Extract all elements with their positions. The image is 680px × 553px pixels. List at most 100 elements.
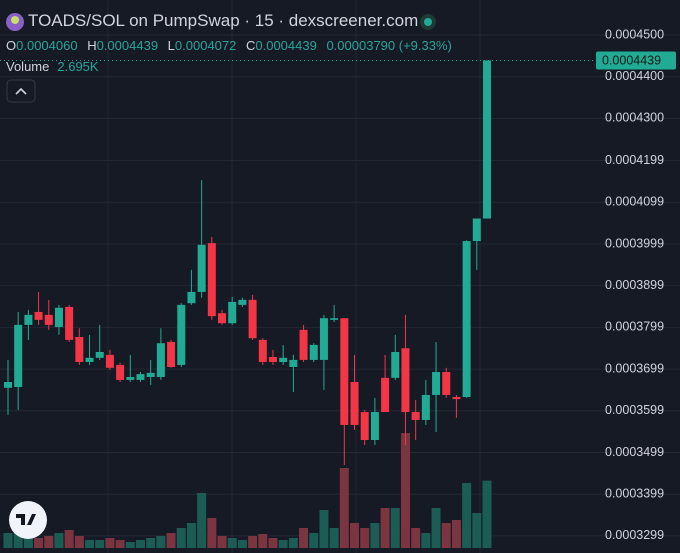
candle-body <box>126 377 135 380</box>
y-tick-label: 0.0004099 <box>605 195 664 209</box>
volume-bar <box>390 508 400 548</box>
volume-bar <box>288 538 298 548</box>
candle-body <box>340 318 349 425</box>
price-axis: 0.0004500 0.0004400 0.0004300 0.0004199 0.00… <box>0 27 676 542</box>
legend-value: 0.0004439 <box>96 38 159 53</box>
logo <box>9 501 47 539</box>
volume-bar <box>146 538 156 548</box>
candle-body <box>360 412 369 440</box>
candle-body <box>44 314 53 325</box>
candle-body <box>279 357 288 362</box>
candle-body <box>299 329 308 360</box>
candle-body <box>238 299 247 305</box>
volume-bar <box>23 536 33 548</box>
volume-bar <box>64 530 74 548</box>
legend-change: 0.00003790 (+9.33%) <box>326 38 452 53</box>
volume-bar <box>54 533 64 548</box>
candle-body <box>268 356 277 362</box>
collapse-icon <box>15 87 27 95</box>
collapse-button[interactable] <box>6 79 36 103</box>
volume-bar <box>400 433 410 548</box>
candle-body <box>187 291 196 304</box>
candle-body <box>228 301 237 324</box>
volume-bar <box>248 536 258 548</box>
volume-bar <box>115 540 125 548</box>
candle-body <box>381 377 390 413</box>
candle-body <box>391 351 400 378</box>
grid <box>0 34 680 537</box>
y-tick-label: 0.0003699 <box>605 361 664 375</box>
candle-body <box>411 412 420 420</box>
token-icon-face <box>11 16 19 24</box>
y-tick-label: 0.0003799 <box>605 320 664 334</box>
volume-bar <box>472 513 482 548</box>
volume-bar <box>329 528 339 548</box>
volume-bar <box>85 540 95 548</box>
candle-body <box>483 60 491 219</box>
candle-body <box>207 243 216 317</box>
volume-bar <box>156 536 166 548</box>
candle-body <box>177 304 186 365</box>
volume-bar <box>309 533 319 548</box>
volume-bar <box>237 540 247 548</box>
candle-body <box>146 372 155 378</box>
logo-mark <box>16 514 36 525</box>
volume-bar <box>421 533 431 548</box>
candle-body <box>401 348 410 413</box>
volume-bar <box>482 480 492 548</box>
candle-body <box>85 357 94 362</box>
y-tick-label: 0.0004500 <box>605 27 664 41</box>
volume-bar <box>380 508 390 548</box>
candles <box>4 60 491 466</box>
candle-body <box>34 311 43 320</box>
volume-bar <box>319 510 329 548</box>
candle-body <box>248 299 257 339</box>
candle-body <box>167 341 176 367</box>
volume-bar <box>278 540 288 548</box>
y-tick-label: 0.0004199 <box>605 153 664 167</box>
volume-bar <box>451 520 461 548</box>
volume-bar <box>125 542 135 548</box>
volume-bar <box>411 528 421 548</box>
volume-bar <box>339 468 349 548</box>
vertical-grid <box>107 0 481 553</box>
y-tick-label: 0.0004300 <box>605 111 664 125</box>
candle-body <box>289 359 298 367</box>
chart-title: TOADS/SOL on PumpSwap · 15 · dexscreener… <box>28 11 419 30</box>
legend-value: 0.0004439 <box>255 38 317 53</box>
volume-bar <box>360 528 370 548</box>
volume-bars <box>3 433 492 548</box>
candle-body <box>472 218 481 242</box>
ohlc-legend: O0.0004060 H0.0004439 L0.0004072 C0.0004… <box>6 38 458 53</box>
volume-bar <box>95 540 105 548</box>
candle-body <box>14 324 23 388</box>
candle-body <box>432 372 441 395</box>
candle-body <box>54 307 63 327</box>
candle-body <box>462 241 471 398</box>
candle-body <box>136 374 145 380</box>
candle-body <box>197 244 206 292</box>
candle-body <box>330 318 339 320</box>
candle-body <box>442 372 451 395</box>
volume-bar <box>13 528 23 548</box>
candle-body <box>156 343 165 378</box>
y-tick-label: 0.0003899 <box>605 278 664 292</box>
volume-bar <box>462 483 472 548</box>
volume-bar <box>166 533 176 548</box>
legend-key: H <box>87 38 97 53</box>
volume-bar <box>135 540 145 548</box>
candle-body <box>319 318 328 360</box>
y-tick-label: 0.0004400 <box>605 69 664 83</box>
volume-bar <box>441 523 451 548</box>
legend-value: 0.0004072 <box>174 38 237 53</box>
candle-body <box>309 344 318 360</box>
volume-bar <box>176 528 186 548</box>
legend-value: 2.695K <box>57 59 99 74</box>
candle-body <box>258 339 267 362</box>
candle-body <box>350 382 359 425</box>
legend-key: L <box>167 38 175 53</box>
legend-value: 0.0004060 <box>16 38 78 53</box>
